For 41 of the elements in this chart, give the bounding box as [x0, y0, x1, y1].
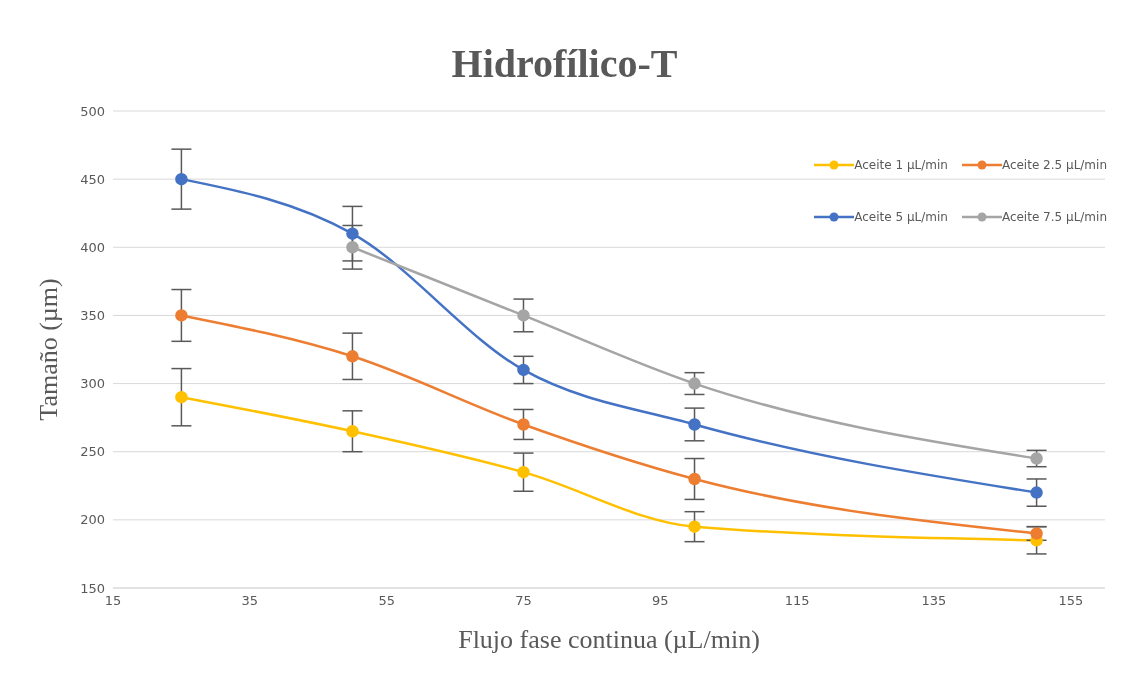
point — [517, 465, 530, 479]
legend-label: Aceite 5 µL/min — [854, 210, 948, 224]
point — [517, 309, 530, 322]
point — [517, 363, 530, 377]
point — [688, 377, 701, 390]
point — [688, 418, 701, 431]
y-tick-label: 500 — [80, 103, 105, 119]
y-tick-label: 200 — [80, 512, 105, 528]
point — [346, 241, 359, 254]
legend-label: Aceite 1 µL/min — [854, 158, 948, 172]
y-tick-label: 400 — [80, 239, 105, 255]
x-axis-title: Flujo fase continua (µL/min) — [458, 625, 760, 654]
point — [1030, 486, 1043, 499]
y-tick-label: 450 — [80, 171, 105, 187]
y-tick-label: 300 — [80, 376, 105, 392]
point — [346, 350, 359, 363]
point — [346, 227, 359, 240]
point — [346, 425, 359, 438]
x-tick-label: 35 — [241, 593, 259, 609]
y-tick-label: 250 — [80, 444, 105, 460]
point — [688, 520, 701, 533]
x-tick-label: 55 — [378, 593, 395, 609]
x-tick-label: 135 — [921, 593, 947, 609]
legend-label: Aceite 7.5 µL/min — [1001, 210, 1107, 224]
x-tick-label: 75 — [515, 593, 532, 609]
point — [175, 172, 188, 186]
point — [688, 472, 701, 486]
y-tick-label: 350 — [80, 308, 105, 324]
x-tick-label: 155 — [1058, 593, 1084, 609]
point — [1030, 452, 1043, 465]
legend-label: Aceite 2.5 µL/min — [1001, 158, 1107, 172]
y-axis-title: Tamaño (µm) — [34, 278, 64, 421]
x-tick-label: 95 — [652, 593, 669, 609]
x-tick-label: 115 — [784, 593, 810, 609]
x-tick-label: 15 — [104, 593, 122, 609]
point — [517, 418, 530, 431]
point — [1030, 527, 1043, 540]
point — [175, 309, 188, 322]
y-tick-label: 150 — [80, 580, 105, 596]
point — [175, 390, 188, 404]
chart-title: Hidrofílico-T — [450, 40, 679, 87]
